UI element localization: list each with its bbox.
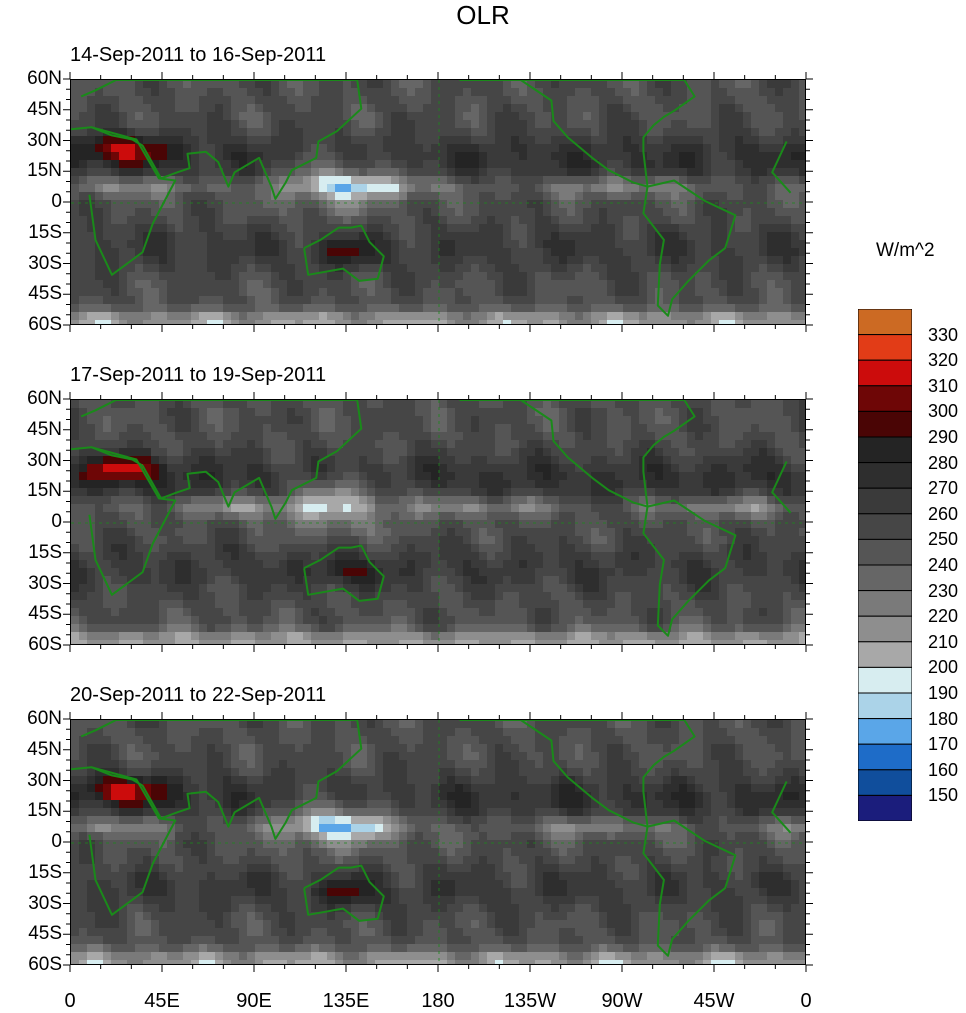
lat-label: 45S <box>28 283 62 305</box>
coastline <box>303 864 385 922</box>
coastline <box>71 766 792 916</box>
lat-label: 60S <box>28 954 62 975</box>
colorbar-swatch <box>858 410 912 438</box>
coastline <box>303 224 385 282</box>
colorbar <box>858 309 912 821</box>
colorbar-swatch <box>858 385 912 412</box>
lon-label: 135W <box>503 990 557 1012</box>
olr-field-3 <box>71 720 805 964</box>
colorbar-level-label: 280 <box>928 452 959 473</box>
coastline <box>642 819 737 957</box>
colorbar-level-label: 230 <box>928 580 959 601</box>
coastline <box>71 446 792 596</box>
lat-label: 15N <box>27 160 62 182</box>
lat-label: 60N <box>27 388 62 409</box>
colorbar-swatch <box>858 692 912 720</box>
colorbar-swatch <box>858 666 912 694</box>
map-panel-3 <box>70 719 806 965</box>
colorbar-swatch <box>858 615 912 643</box>
coastline <box>71 126 792 276</box>
colorbar-level-label: 290 <box>928 427 959 447</box>
coastline <box>642 499 737 637</box>
lat-label: 45N <box>27 418 62 440</box>
lat-label: 15S <box>28 221 62 243</box>
colorbar-level-label: 320 <box>928 350 959 371</box>
colorbar-level-label: 220 <box>928 606 959 627</box>
colorbar-level-label: 150 <box>928 785 959 806</box>
lat-label: 30S <box>28 572 62 594</box>
colorbar-swatch <box>858 436 912 464</box>
colorbar-swatch <box>858 359 912 387</box>
lon-label: 135E <box>322 990 370 1012</box>
colorbar-unit-label: W/m^2 <box>876 240 935 261</box>
colorbar-swatch <box>858 590 912 617</box>
coastline <box>303 544 385 602</box>
colorbar-swatch <box>858 794 912 821</box>
lat-label: 30N <box>27 449 62 471</box>
lat-label: 15S <box>28 541 62 563</box>
lat-label: 0 <box>51 191 62 212</box>
lon-label: 90E <box>236 990 272 1012</box>
lat-label: 15S <box>28 861 62 883</box>
colorbar-level-label: 180 <box>928 708 959 729</box>
olr-field-1 <box>71 80 805 324</box>
colorbar-level-label: 200 <box>928 657 959 678</box>
colorbar-level-label: 300 <box>928 401 959 422</box>
lat-label: 15N <box>27 480 62 502</box>
panel-3-title: 20-Sep-2011 to 22-Sep-2011 <box>70 684 327 706</box>
lon-label: 90W <box>601 990 643 1012</box>
colorbar-level-label: 310 <box>928 375 959 396</box>
colorbar-swatch <box>858 641 912 668</box>
panel-2-title: 17-Sep-2011 to 19-Sep-2011 <box>70 364 327 386</box>
lat-label: 0 <box>51 831 62 852</box>
panel-1-title: 14-Sep-2011 to 16-Sep-2011 <box>70 44 327 66</box>
lat-label: 15N <box>27 800 62 822</box>
colorbar-level-label: 160 <box>928 759 959 780</box>
lat-label: 0 <box>51 511 62 532</box>
colorbar-swatch <box>858 718 912 745</box>
colorbar-swatch <box>858 538 912 566</box>
colorbar-level-label: 190 <box>928 683 959 703</box>
colorbar-swatch <box>858 462 912 489</box>
lon-label: 180 <box>421 990 455 1012</box>
lat-label: 30S <box>28 252 62 274</box>
lat-label: 30N <box>27 769 62 791</box>
lat-label: 45N <box>27 98 62 120</box>
lat-label: 30S <box>28 892 62 914</box>
colorbar-level-label: 260 <box>928 503 959 524</box>
map-panel-1 <box>70 79 806 325</box>
lat-label: 60N <box>27 68 62 89</box>
lon-label: 45W <box>693 990 735 1012</box>
main-title: OLR <box>456 0 510 30</box>
colorbar-swatch <box>858 334 912 361</box>
colorbar-level-label: 330 <box>928 324 959 345</box>
lon-label: 0 <box>800 990 812 1012</box>
colorbar-swatch <box>858 564 912 592</box>
lat-label: 60N <box>27 708 62 729</box>
lon-label: 0 <box>64 990 76 1012</box>
coastline <box>642 179 737 317</box>
lat-label: 45N <box>27 738 62 760</box>
colorbar-swatch <box>858 309 912 336</box>
colorbar-swatch <box>858 769 912 796</box>
lon-label: 45E <box>144 990 180 1012</box>
lat-label: 45S <box>28 603 62 625</box>
lat-label: 60S <box>28 314 62 335</box>
colorbar-level-label: 170 <box>928 734 959 755</box>
colorbar-level-label: 210 <box>928 631 959 652</box>
colorbar-level-label: 240 <box>928 555 959 575</box>
map-panel-2 <box>70 399 806 645</box>
colorbar-swatch <box>858 513 912 540</box>
colorbar-level-label: 270 <box>928 478 959 499</box>
colorbar-level-label: 250 <box>928 529 959 550</box>
lat-label: 45S <box>28 923 62 945</box>
colorbar-swatch <box>858 487 912 515</box>
lat-label: 60S <box>28 634 62 655</box>
lat-label: 30N <box>27 129 62 151</box>
colorbar-swatch <box>858 743 912 771</box>
olr-field-2 <box>71 400 805 644</box>
